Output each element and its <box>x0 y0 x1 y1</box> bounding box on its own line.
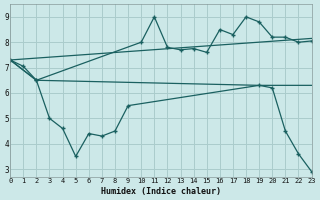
X-axis label: Humidex (Indice chaleur): Humidex (Indice chaleur) <box>101 187 221 196</box>
